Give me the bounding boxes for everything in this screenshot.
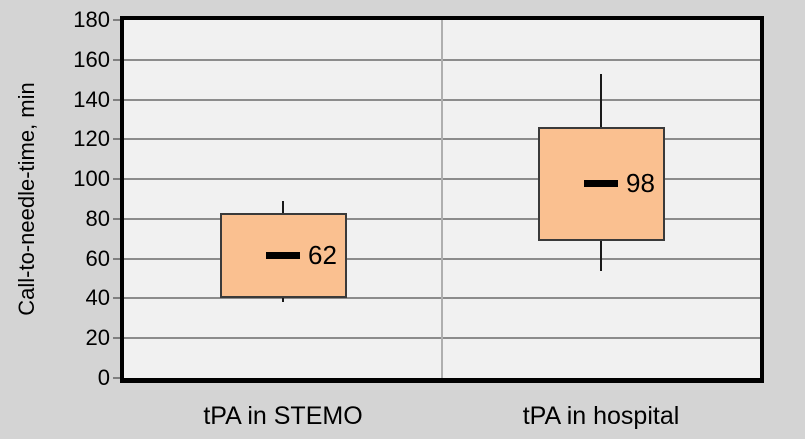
y-tick-mark xyxy=(113,258,120,260)
x-category-label: tPA in STEMO xyxy=(203,402,363,430)
median-marker xyxy=(266,251,300,259)
y-tick-mark xyxy=(113,337,120,339)
x-category-label: tPA in hospital xyxy=(522,402,680,430)
y-tick-mark xyxy=(113,178,120,180)
y-tick-label: 120 xyxy=(73,126,110,152)
y-tick-label: 140 xyxy=(73,86,110,112)
y-tick-mark xyxy=(113,99,120,101)
y-axis-title: Call-to-needle-time, min xyxy=(14,82,39,316)
y-tick-label: 20 xyxy=(85,325,110,351)
upper-whisker xyxy=(600,73,602,128)
median-marker xyxy=(584,180,618,188)
y-tick-label: 60 xyxy=(85,245,110,271)
y-tick-mark xyxy=(113,297,120,299)
upper-whisker xyxy=(282,200,284,213)
median-value-label: 62 xyxy=(308,239,337,270)
y-tick-label: 0 xyxy=(97,365,110,390)
lower-whisker xyxy=(600,240,602,271)
lower-whisker xyxy=(282,298,284,303)
y-tick-mark xyxy=(113,19,120,21)
category-divider xyxy=(441,20,443,378)
y-tick-mark xyxy=(113,59,120,61)
y-tick-mark xyxy=(113,218,120,220)
y-tick-mark xyxy=(113,377,120,379)
y-tick-label: 160 xyxy=(73,46,110,72)
y-tick-label: 40 xyxy=(85,285,110,311)
y-tick-label: 80 xyxy=(85,205,110,231)
y-tick-label: 180 xyxy=(73,7,110,32)
y-tick-mark xyxy=(113,138,120,140)
y-tick-label: 100 xyxy=(73,166,110,192)
plot-area: 62 98 xyxy=(120,16,764,383)
median-value-label: 98 xyxy=(626,168,655,199)
